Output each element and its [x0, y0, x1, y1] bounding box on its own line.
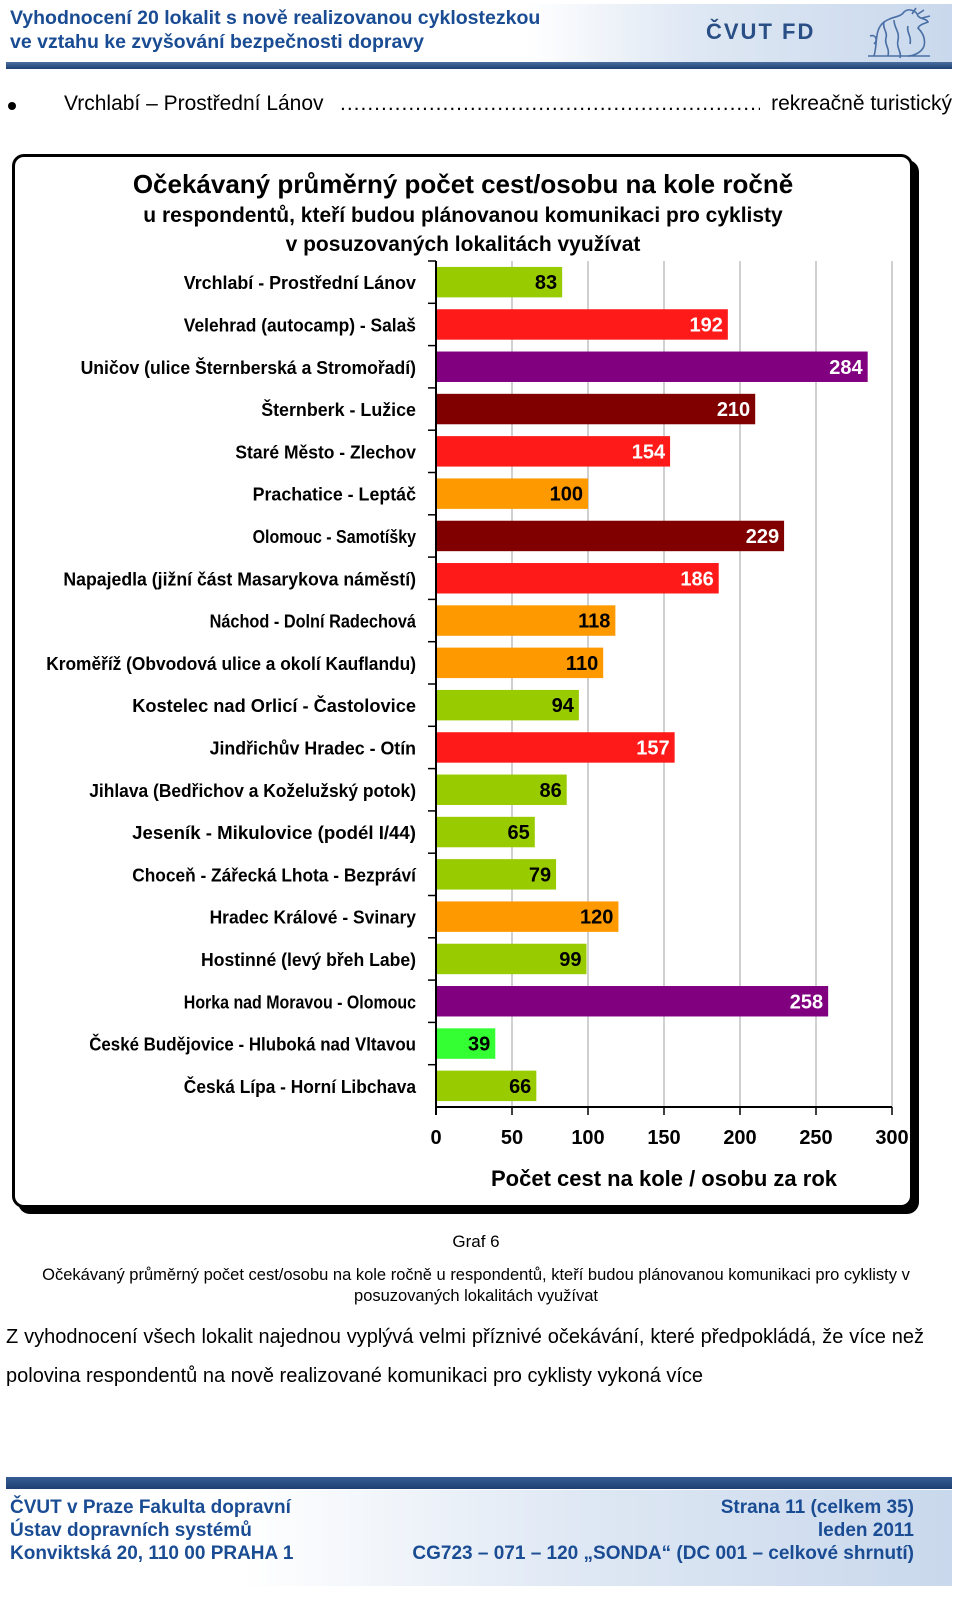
page-footer: ČVUT v Praze Fakulta dopravní Ústav dopr…	[6, 1490, 952, 1586]
bar	[436, 563, 719, 594]
category-label: Hradec Králové - Svinary	[210, 907, 417, 928]
footer-rule	[6, 1477, 952, 1489]
data-label: 186	[680, 568, 713, 590]
bullet-locality: Vrchlabí – Prostřední Lánov	[64, 92, 324, 115]
lion-logo-icon	[868, 7, 931, 59]
bar	[436, 647, 604, 679]
bar	[436, 901, 619, 932]
data-label: 157	[636, 737, 669, 759]
x-tick-label: 150	[647, 1127, 680, 1149]
bar	[436, 393, 756, 425]
category-label: Velehrad (autocamp) - Salaš	[184, 314, 416, 335]
bar	[436, 1028, 496, 1059]
footer-street: Konviktská 20, 110 00 PRAHA 1	[10, 1543, 294, 1564]
data-label: 210	[717, 399, 750, 421]
category-label: Kostelec nad Orlicí - Častolovice	[132, 695, 416, 716]
category-label: Náchod - Dolní Radechová	[210, 611, 417, 632]
x-tick-label: 100	[571, 1127, 604, 1149]
bullet-leader-dots: ........................................…	[340, 92, 760, 115]
bar	[436, 1070, 537, 1102]
chart-subtitle-line1: u respondentů, kteří budou plánovanou ko…	[143, 204, 783, 227]
footer-department: Ústav dopravních systémů	[10, 1520, 252, 1541]
header-rule	[6, 62, 952, 69]
body-paragraph: Z vyhodnocení všech lokalit najednou vyp…	[6, 1326, 924, 1387]
chart-frame: Očekávaný průměrný počet cest/osobu na k…	[12, 154, 913, 1208]
x-axis-label: Počet cest na kole / osobu za rok	[491, 1166, 838, 1191]
data-label: 79	[529, 864, 551, 886]
data-label: 100	[550, 484, 583, 506]
footer-date: leden 2011	[817, 1520, 914, 1541]
category-label: Kroměříž (Obvodová ulice a okolí Kauflan…	[46, 653, 416, 674]
data-label: 192	[689, 314, 722, 336]
bar	[436, 436, 671, 467]
chart-subtitle-line2: v posuzovaných lokalitách využívat	[286, 233, 641, 256]
category-label: Olomouc - Samotíšky	[253, 526, 417, 547]
x-tick-label: 300	[875, 1127, 908, 1149]
data-label: 65	[508, 822, 530, 844]
category-label: Šternberk - Lužice	[261, 399, 416, 420]
bar	[436, 986, 829, 1017]
category-label: Uničov (ulice Šternberská a Stromořadí)	[81, 357, 416, 378]
data-label: 154	[632, 441, 666, 463]
bar	[436, 943, 587, 975]
category-label: Vrchlabí - Prostřední Lánov	[184, 272, 417, 293]
bar	[436, 859, 557, 890]
bar	[436, 816, 535, 848]
data-label: 120	[580, 907, 613, 929]
category-label: Choceň - Zářecká Lhota - Bezpráví	[132, 864, 417, 885]
category-label: Jindřichův Hradec - Otín	[210, 737, 416, 758]
footer-address: ČVUT v Praze Fakulta dopravní Ústav dopr…	[10, 1496, 293, 1565]
bar	[436, 478, 588, 509]
data-label: 83	[535, 272, 557, 294]
x-tick-label: 200	[723, 1127, 756, 1149]
x-tick-label: 0	[430, 1127, 441, 1149]
data-label: 110	[566, 653, 598, 675]
footer-project-code: CG723 – 071 – 120 „SONDA“ (DC 001 – celk…	[412, 1543, 914, 1564]
bar-chart: Očekávaný průměrný počet cest/osobu na k…	[46, 169, 908, 1191]
cvut-fd-logo-text: ČVUT FD	[706, 19, 816, 44]
data-label: 258	[790, 991, 823, 1013]
bar	[436, 732, 675, 763]
page-header: Vyhodnocení 20 lokalit s nově realizovan…	[6, 4, 952, 66]
bullet-category: rekreačně turistický	[771, 92, 952, 115]
data-label: 229	[746, 526, 779, 548]
data-label: 39	[468, 1034, 490, 1056]
footer-institution: ČVUT v Praze Fakulta dopravní	[10, 1497, 291, 1518]
data-label: 284	[829, 357, 863, 379]
figure-number: Graf 6	[452, 1232, 500, 1251]
category-label: Jihlava (Bedřichov a Koželužský potok)	[89, 780, 416, 801]
document-title-line1: Vyhodnocení 20 lokalit s nově realizovan…	[10, 7, 541, 29]
bar	[436, 266, 563, 298]
bar	[436, 689, 579, 721]
bar	[436, 605, 616, 636]
bar	[436, 774, 567, 805]
category-label: Hostinné (levý břeh Labe)	[201, 949, 416, 970]
x-tick-label: 50	[501, 1127, 523, 1149]
footer-page-number: Strana 11 (celkem 35)	[720, 1497, 914, 1518]
footer-page-info: Strana 11 (celkem 35) leden 2011 CG723 –…	[412, 1496, 914, 1565]
bar	[436, 351, 868, 382]
data-label: 118	[578, 611, 610, 633]
category-label: Prachatice - Leptáč	[253, 484, 416, 505]
bullet-dot-icon	[8, 102, 16, 110]
data-label: 99	[559, 949, 581, 971]
data-label: 94	[552, 695, 575, 717]
bullet-line: Vrchlabí – Prostřední Lánov ............…	[0, 92, 952, 122]
category-label: Horka nad Moravou - Olomouc	[184, 991, 416, 1012]
category-label: Česká Lípa - Horní Libchava	[184, 1076, 417, 1097]
data-label: 66	[509, 1076, 531, 1098]
chart-title: Očekávaný průměrný počet cest/osobu na k…	[133, 169, 793, 199]
category-label: Napajedla (jižní část Masarykova náměstí…	[63, 568, 416, 589]
figure-caption: Očekávaný průměrný počet cest/osobu na k…	[42, 1266, 910, 1305]
document-title-line2: ve vztahu ke zvyšování bezpečnosti dopra…	[10, 31, 424, 53]
category-label: Staré Město - Zlechov	[235, 441, 416, 462]
bar	[436, 520, 785, 552]
x-tick-label: 250	[799, 1127, 832, 1149]
category-label: Jeseník - Mikulovice (podél I/44)	[132, 822, 416, 843]
document-title: Vyhodnocení 20 lokalit s nově realizovan…	[10, 6, 540, 54]
data-label: 86	[539, 780, 561, 802]
category-label: České Budějovice - Hluboká nad Vltavou	[89, 1034, 416, 1055]
bar	[436, 309, 728, 340]
